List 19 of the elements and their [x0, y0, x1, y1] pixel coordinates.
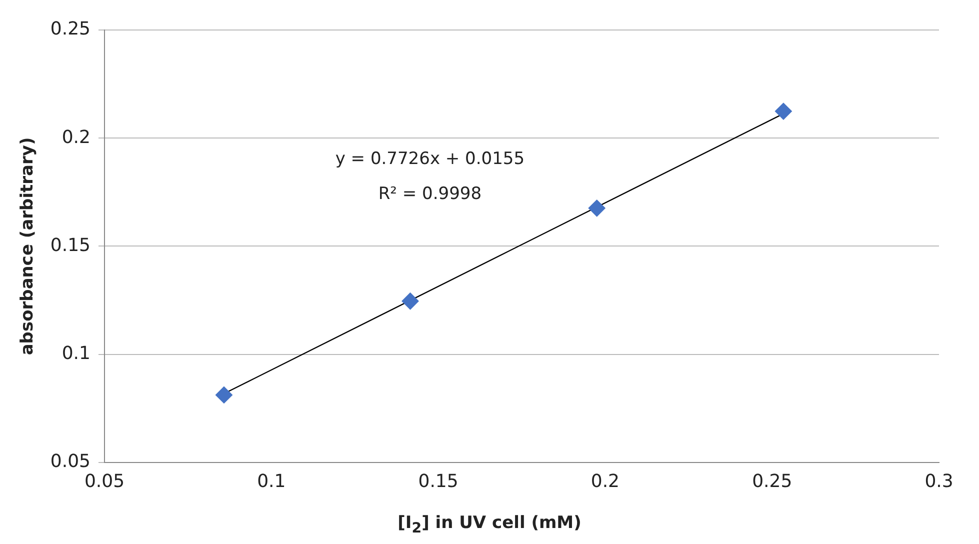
annotation: R² = 0.9998	[378, 184, 482, 204]
x-tick-label: 0.05	[84, 470, 125, 492]
point	[774, 102, 792, 120]
y-tick-label: 0.25	[50, 18, 90, 40]
point	[215, 386, 232, 404]
annotation: y = 0.7726x + 0.0155	[335, 149, 525, 170]
y-tick-label: 0.15	[50, 234, 90, 256]
point	[402, 292, 419, 310]
x-tick-label: 0.2	[590, 470, 620, 492]
y-tick-label: 0.2	[62, 126, 90, 148]
x-tick-label: 0.1	[257, 470, 286, 492]
point	[588, 200, 606, 217]
y-tick-label: 0.05	[50, 451, 90, 472]
x-tick-label: 0.3	[924, 470, 954, 492]
x-tick-label: 0.15	[418, 470, 458, 492]
y-tick-label: 0.1	[62, 342, 90, 364]
x-tick-label: 0.25	[752, 470, 792, 492]
y-axis-title: absorbance (arbitrary)	[18, 137, 38, 356]
x-axis-title: [I$_{2}$] in UV cell (mM)	[396, 512, 582, 536]
